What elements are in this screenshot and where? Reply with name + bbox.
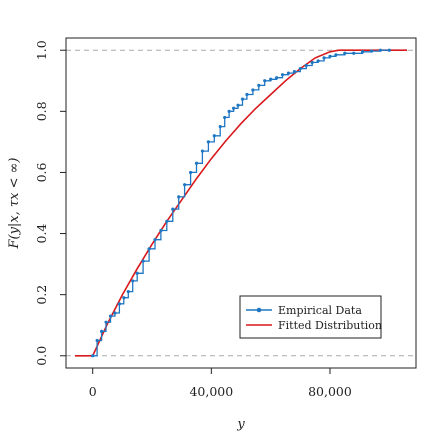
- y-axis-title: F(y|x, τx < ∞): [7, 158, 22, 250]
- empirical-point: [361, 50, 365, 54]
- empirical-point: [280, 73, 285, 77]
- legend-label: Empirical Data: [278, 304, 362, 317]
- empirical-point: [369, 49, 374, 53]
- empirical-point: [218, 125, 222, 129]
- empirical-point: [117, 302, 121, 306]
- empirical-point: [245, 92, 249, 97]
- empirical-point: [269, 77, 273, 81]
- empirical-point: [104, 320, 108, 324]
- empirical-point: [231, 106, 236, 110]
- empirical-point: [240, 97, 245, 101]
- empirical-point: [159, 228, 163, 233]
- empirical-point: [108, 314, 113, 318]
- empirical-point: [95, 338, 99, 343]
- empirical-point: [292, 70, 296, 74]
- empirical-point: [99, 329, 104, 333]
- fitted-series: [74, 49, 408, 357]
- y-tick-label: 0.2: [34, 285, 49, 305]
- legend-box: [239, 295, 382, 339]
- empirical-point: [206, 140, 210, 144]
- x-axis: 0 40,000 80,000: [89, 368, 352, 399]
- empirical-point: [236, 103, 240, 107]
- y-tick-label: 0.8: [34, 101, 49, 121]
- empirical-point: [387, 48, 391, 52]
- empirical-point: [274, 76, 279, 80]
- empirical-point: [316, 59, 320, 63]
- empirical-point: [352, 51, 356, 55]
- empirical-point: [200, 149, 205, 153]
- y-tick-label: 0.4: [34, 224, 49, 244]
- empirical-point: [298, 66, 302, 71]
- y-tick-label: 0.6: [34, 162, 49, 182]
- empirical-point: [177, 195, 181, 199]
- legend-label: Fitted Distribution: [278, 319, 382, 332]
- empirical-point: [223, 115, 227, 120]
- empirical-point: [212, 134, 216, 138]
- empirical-point: [126, 290, 130, 294]
- empirical-point: [304, 63, 308, 68]
- empirical-point: [251, 88, 255, 92]
- empirical-series: [91, 48, 391, 358]
- x-axis-title: y: [236, 417, 245, 432]
- empirical-point: [322, 56, 326, 60]
- y-axis: 0.0 0.2 0.4 0.6 0.8 1.0: [34, 40, 66, 366]
- empirical-point: [171, 207, 175, 211]
- empirical-point: [310, 60, 314, 65]
- x-tick-label: 40,000: [189, 384, 233, 399]
- empirical-point: [188, 170, 193, 175]
- empirical-point: [257, 83, 261, 87]
- fitted-distribution-line: [74, 49, 408, 357]
- legend: Empirical Data Fitted Distribution: [239, 295, 382, 339]
- empirical-point: [286, 71, 291, 75]
- plot-frame: [65, 37, 417, 369]
- empirical-point: [334, 53, 338, 57]
- y-tick-label: 0.0: [34, 346, 49, 366]
- empirical-point: [131, 279, 135, 283]
- y-tick-label: 1.0: [34, 40, 49, 60]
- empirical-point: [263, 79, 267, 83]
- empirical-point: [194, 161, 199, 165]
- empirical-point: [328, 54, 332, 58]
- empirical-point: [343, 51, 347, 55]
- empirical-point: [135, 271, 139, 275]
- x-tick-label: 80,000: [308, 384, 352, 399]
- empirical-point: [227, 109, 231, 113]
- empirical-point: [147, 247, 151, 251]
- empirical-point: [165, 219, 169, 223]
- empirical-point: [153, 238, 157, 242]
- empirical-point: [113, 311, 117, 315]
- empirical-point: [122, 296, 126, 300]
- empirical-point: [183, 183, 187, 187]
- legend-marker: [256, 307, 262, 313]
- empirical-point: [91, 354, 95, 358]
- empirical-point: [378, 48, 383, 52]
- x-tick-label: 0: [89, 384, 97, 399]
- empirical-point: [141, 259, 145, 263]
